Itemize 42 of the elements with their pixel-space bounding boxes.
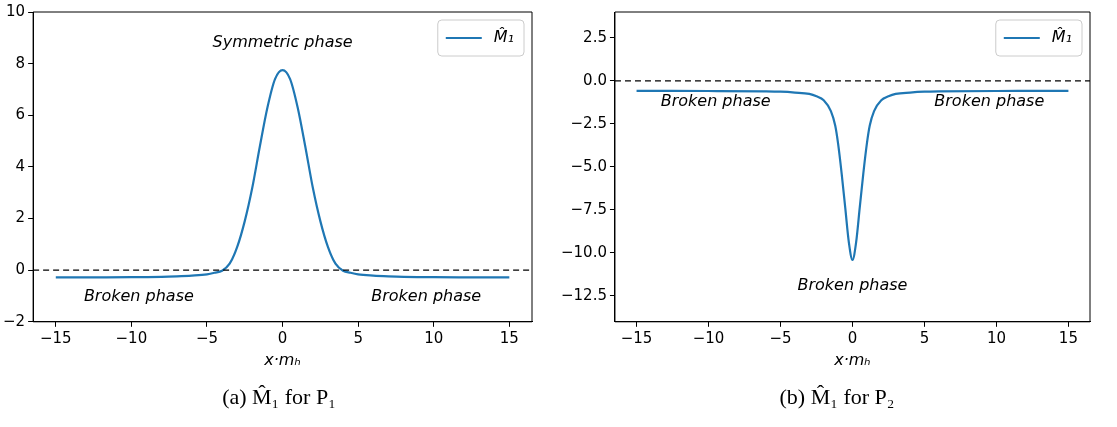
y-tick-label: −12.5	[561, 285, 607, 304]
y-tick-label: 10	[6, 1, 26, 20]
y-tick-label: 0.0	[583, 70, 607, 89]
x-tick-label: 5	[919, 328, 930, 347]
x-tick-label: −15	[39, 328, 72, 347]
annotation: Broken phase	[934, 91, 1045, 110]
y-tick-label: −7.5	[570, 199, 607, 218]
x-axis-title: x·mₕ	[263, 349, 301, 369]
x-tick-label: −5	[195, 328, 219, 347]
legend-label: M̂₁	[493, 27, 514, 47]
y-tick-label: 6	[15, 105, 26, 124]
annotation: Broken phase	[371, 286, 482, 306]
line-series	[54, 68, 511, 279]
x-tick-label: 10	[424, 328, 444, 347]
annotation: Broken phase	[797, 274, 908, 294]
x-tick-label: 0	[847, 328, 858, 347]
x-axis-title: x·mₕ	[833, 349, 871, 369]
y-tick-label: −5.0	[570, 156, 607, 175]
y-tick-label: 0	[15, 260, 26, 279]
x-tick-label: 15	[499, 328, 519, 347]
x-tick-label: −5	[769, 328, 792, 347]
x-tick-label: −15	[620, 328, 653, 347]
y-tick-label: 4	[15, 156, 26, 175]
text: (b) M̂₁ for P₂	[778, 384, 896, 410]
x-tick-label: 10	[986, 328, 1006, 347]
y-tick-label: −10.0	[561, 242, 607, 261]
line-series	[635, 89, 1070, 261]
y-tick-label: −2.5	[570, 113, 607, 132]
x-tick-label: −10	[115, 328, 148, 347]
y-tick-label: 2.5	[583, 27, 607, 46]
y-tick-label: −2	[2, 311, 26, 330]
legend-label: M̂₁	[1051, 27, 1072, 47]
text: (a) M̂₁ for P₁	[221, 384, 337, 410]
y-tick-label: 8	[15, 53, 26, 72]
x-tick-label: 0	[277, 328, 288, 347]
annotation: Broken phase	[660, 91, 771, 110]
annotation: Broken phase	[83, 286, 195, 306]
annotation: Symmetric phase	[212, 32, 353, 52]
y-tick-label: 2	[15, 208, 26, 227]
x-tick-label: 15	[1058, 328, 1078, 347]
x-tick-label: 5	[353, 328, 363, 347]
x-tick-label: −10	[692, 328, 725, 347]
